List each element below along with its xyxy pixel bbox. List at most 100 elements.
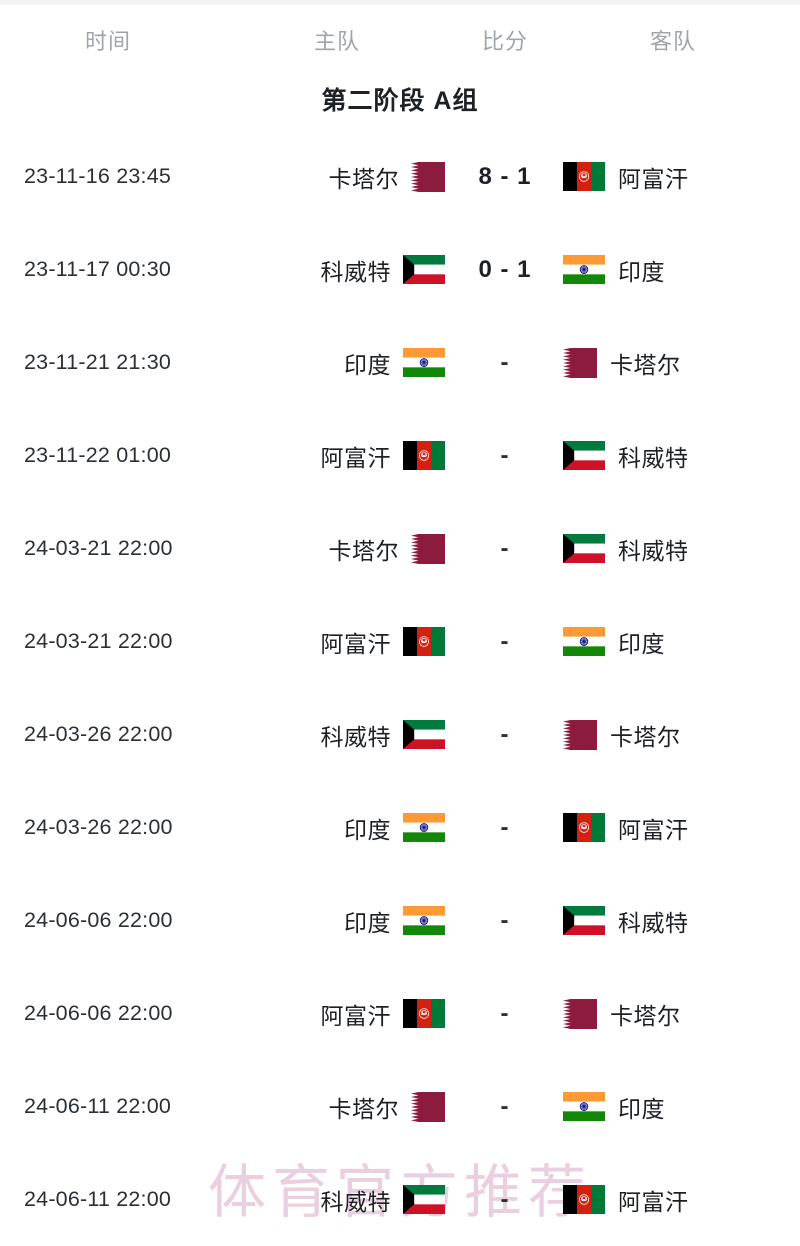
flag-afghanistan-icon [563,1185,605,1214]
match-time: 23-11-22 01:00 [24,443,172,467]
match-score: - [500,627,510,655]
flag-kuwait-icon [403,720,445,749]
home-team-name: 科威特 [320,1188,391,1215]
flag-qatar-icon [563,719,597,750]
table-row[interactable]: 24-06-11 22:00 卡塔尔 - 印度 [0,1060,800,1153]
flag-kuwait-icon [563,906,605,935]
match-score: - [500,534,510,562]
flag-qatar-icon [563,347,597,378]
home-team-cell[interactable]: 科威特 [250,223,445,316]
away-team-name: 阿富汗 [618,816,689,843]
away-team-name: 科威特 [618,444,689,471]
score-cell: - [450,967,560,1060]
home-team-cell[interactable]: 科威特 [250,1153,445,1246]
match-time: 24-06-11 22:00 [24,1187,172,1211]
flag-india-icon [563,255,605,284]
away-team-cell[interactable]: 阿富汗 [563,781,783,874]
away-team-cell[interactable]: 印度 [563,223,783,316]
away-team-cell[interactable]: 科威特 [563,502,783,595]
score-cell: - [450,1153,560,1246]
home-team-name: 印度 [344,351,391,378]
away-team-cell[interactable]: 印度 [563,595,783,688]
home-team-name: 科威特 [320,258,391,285]
away-team-cell[interactable]: 阿富汗 [563,130,783,223]
flag-kuwait-icon [563,534,605,563]
home-team-name: 卡塔尔 [328,1095,399,1122]
flag-qatar-icon [563,998,597,1029]
flag-kuwait-icon [403,255,445,284]
table-row[interactable]: 23-11-21 21:30 印度 - 卡塔尔 [0,316,800,409]
flag-afghanistan-icon [403,999,445,1028]
column-header-away: 客队 [649,29,697,54]
match-time: 24-03-21 22:00 [24,629,173,653]
away-team-cell[interactable]: 卡塔尔 [563,316,783,409]
home-team-cell[interactable]: 印度 [250,781,445,874]
table-row[interactable]: 24-03-26 22:00 印度 - 阿富汗 [0,781,800,874]
home-team-cell[interactable]: 阿富汗 [250,967,445,1060]
away-team-cell[interactable]: 卡塔尔 [563,967,783,1060]
home-team-name: 阿富汗 [320,444,391,471]
match-score: - [500,906,510,934]
table-row[interactable]: 24-06-06 22:00 阿富汗 - 卡塔尔 [0,967,800,1060]
home-team-cell[interactable]: 阿富汗 [250,409,445,502]
flag-qatar-icon [411,533,445,564]
table-row[interactable]: 24-06-06 22:00 印度 - 科威特 [0,874,800,967]
table-row[interactable]: 24-06-11 22:00 科威特 - 阿富汗 [0,1153,800,1246]
away-team-name: 卡塔尔 [610,1002,681,1029]
flag-kuwait-icon [403,1185,445,1214]
flag-india-icon [403,906,445,935]
flag-india-icon [563,1092,605,1121]
flag-qatar-icon [411,1091,445,1122]
away-team-cell[interactable]: 阿富汗 [563,1153,783,1246]
column-header-time: 时间 [84,29,132,54]
group-title: 第二阶段 A组 [321,87,479,115]
table-row[interactable]: 24-03-21 22:00 阿富汗 - 印度 [0,595,800,688]
score-cell: - [450,595,560,688]
away-team-cell[interactable]: 科威特 [563,409,783,502]
match-score: - [500,441,510,469]
flag-india-icon [403,813,445,842]
top-divider-strip [0,0,800,5]
away-team-cell[interactable]: 印度 [563,1060,783,1153]
table-row[interactable]: 24-03-26 22:00 科威特 - 卡塔尔 [0,688,800,781]
home-team-cell[interactable]: 卡塔尔 [250,130,445,223]
table-row[interactable]: 23-11-17 00:30 科威特 0 - 1 印度 [0,223,800,316]
home-team-name: 阿富汗 [320,630,391,657]
home-team-cell[interactable]: 印度 [250,316,445,409]
match-score: 0 - 1 [478,255,532,283]
away-team-name: 卡塔尔 [610,723,681,750]
score-cell: 8 - 1 [450,130,560,223]
match-time: 23-11-21 21:30 [24,350,172,374]
match-time: 24-03-26 22:00 [24,722,173,746]
match-score: - [500,720,510,748]
home-team-cell[interactable]: 阿富汗 [250,595,445,688]
score-cell: - [450,781,560,874]
flag-india-icon [563,627,605,656]
match-time: 23-11-16 23:45 [24,164,172,188]
away-team-cell[interactable]: 科威特 [563,874,783,967]
match-time: 24-03-26 22:00 [24,815,173,839]
score-cell: - [450,1060,560,1153]
table-row[interactable]: 24-03-21 22:00 卡塔尔 - 科威特 [0,502,800,595]
table-row[interactable]: 23-11-16 23:45 卡塔尔 8 - 1 阿富汗 [0,130,800,223]
match-score: - [500,999,510,1027]
away-team-name: 卡塔尔 [610,351,681,378]
score-cell: - [450,502,560,595]
home-team-cell[interactable]: 科威特 [250,688,445,781]
flag-india-icon [403,348,445,377]
home-team-name: 印度 [344,909,391,936]
away-team-name: 科威特 [618,909,689,936]
home-team-cell[interactable]: 卡塔尔 [250,502,445,595]
table-row[interactable]: 23-11-22 01:00 阿富汗 - 科威特 [0,409,800,502]
away-team-name: 阿富汗 [618,165,689,192]
home-team-cell[interactable]: 卡塔尔 [250,1060,445,1153]
away-team-name: 印度 [618,630,665,657]
match-time: 24-06-06 22:00 [24,908,173,932]
home-team-cell[interactable]: 印度 [250,874,445,967]
away-team-cell[interactable]: 卡塔尔 [563,688,783,781]
flag-afghanistan-icon [403,627,445,656]
match-score: 8 - 1 [478,162,532,190]
away-team-name: 印度 [618,1095,665,1122]
flag-afghanistan-icon [563,162,605,191]
